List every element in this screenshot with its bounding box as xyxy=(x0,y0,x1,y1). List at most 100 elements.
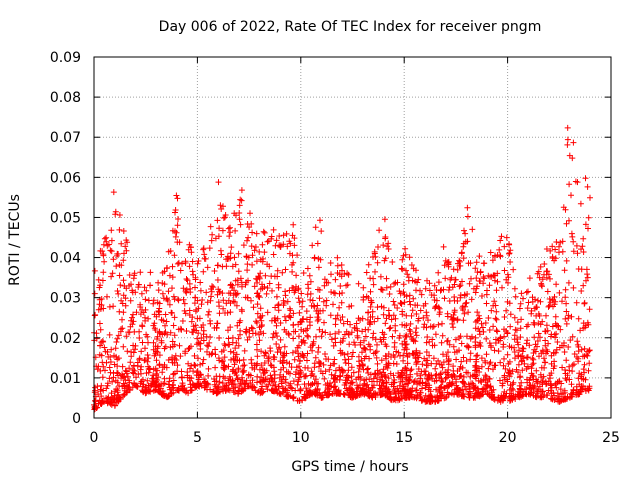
data-point xyxy=(175,216,181,222)
data-point xyxy=(97,282,104,289)
data-point xyxy=(211,381,218,388)
data-point xyxy=(220,358,226,364)
data-point xyxy=(472,289,479,296)
data-point xyxy=(527,382,534,389)
data-point xyxy=(176,239,183,246)
data-point xyxy=(576,391,583,398)
data-point xyxy=(123,237,130,244)
data-point xyxy=(316,287,323,293)
data-point xyxy=(357,339,364,346)
data-point xyxy=(123,368,130,375)
data-point xyxy=(465,260,472,267)
data-point xyxy=(426,398,433,405)
data-point xyxy=(403,376,410,383)
data-point xyxy=(259,383,266,390)
data-point xyxy=(258,374,265,381)
data-point xyxy=(318,228,325,235)
data-point xyxy=(99,248,106,255)
data-point xyxy=(221,354,228,361)
data-point xyxy=(312,354,319,361)
data-point xyxy=(404,353,411,360)
data-point xyxy=(257,270,264,277)
data-point xyxy=(479,293,485,299)
data-point xyxy=(342,379,349,386)
data-point xyxy=(578,246,584,253)
data-point xyxy=(301,393,307,400)
data-point xyxy=(433,297,440,304)
data-point xyxy=(166,272,173,279)
data-point xyxy=(155,381,162,388)
data-point xyxy=(298,326,305,333)
data-point xyxy=(464,204,471,211)
data-point xyxy=(524,363,531,370)
data-point xyxy=(305,390,312,397)
data-point xyxy=(332,290,339,297)
data-point xyxy=(197,361,204,368)
data-point xyxy=(438,339,445,346)
data-point xyxy=(92,397,98,404)
data-point xyxy=(480,386,487,393)
data-point xyxy=(582,221,589,228)
data-point xyxy=(296,333,302,340)
data-point xyxy=(456,283,463,290)
data-point xyxy=(130,342,137,349)
data-point xyxy=(238,197,245,204)
data-point xyxy=(496,246,503,253)
data-point xyxy=(578,346,585,353)
data-point xyxy=(321,319,327,326)
data-point xyxy=(563,257,570,264)
data-point xyxy=(374,259,381,266)
data-point xyxy=(520,295,526,302)
data-point xyxy=(538,374,545,381)
data-point xyxy=(374,315,381,322)
data-point xyxy=(585,214,592,221)
data-point xyxy=(200,356,207,363)
data-point xyxy=(206,245,213,252)
data-point xyxy=(121,250,127,257)
data-point xyxy=(281,313,288,320)
data-point xyxy=(304,325,311,332)
data-point xyxy=(135,284,142,291)
data-point xyxy=(562,294,569,301)
data-point xyxy=(480,274,487,280)
data-point xyxy=(399,371,405,378)
data-point xyxy=(101,235,108,242)
data-point xyxy=(152,350,159,357)
data-point xyxy=(358,357,365,364)
data-point xyxy=(309,242,316,249)
data-point xyxy=(174,296,181,303)
data-point xyxy=(284,243,291,250)
data-point xyxy=(150,300,157,307)
data-point xyxy=(280,364,287,371)
data-point xyxy=(174,368,181,375)
data-point xyxy=(155,287,162,294)
data-point xyxy=(327,312,334,319)
data-point xyxy=(536,312,543,319)
data-point xyxy=(584,274,591,281)
data-point xyxy=(529,355,536,362)
data-point xyxy=(413,332,420,339)
data-point xyxy=(569,333,576,340)
data-point xyxy=(408,312,415,319)
data-point xyxy=(129,314,135,321)
data-point xyxy=(251,247,258,254)
data-point xyxy=(568,390,575,397)
data-point xyxy=(327,362,334,369)
data-point xyxy=(136,328,143,335)
data-point xyxy=(165,392,172,399)
data-point xyxy=(150,297,157,304)
data-point xyxy=(115,355,122,362)
data-point xyxy=(450,315,457,321)
data-point xyxy=(196,383,203,390)
data-point xyxy=(262,350,269,357)
data-point xyxy=(109,270,116,277)
data-point xyxy=(422,368,429,375)
data-point xyxy=(187,289,194,296)
data-point xyxy=(535,268,542,275)
data-point xyxy=(269,334,276,341)
data-point xyxy=(465,381,472,388)
data-point xyxy=(104,293,110,300)
data-point xyxy=(107,247,114,254)
data-point xyxy=(363,376,370,383)
data-point xyxy=(382,234,389,240)
